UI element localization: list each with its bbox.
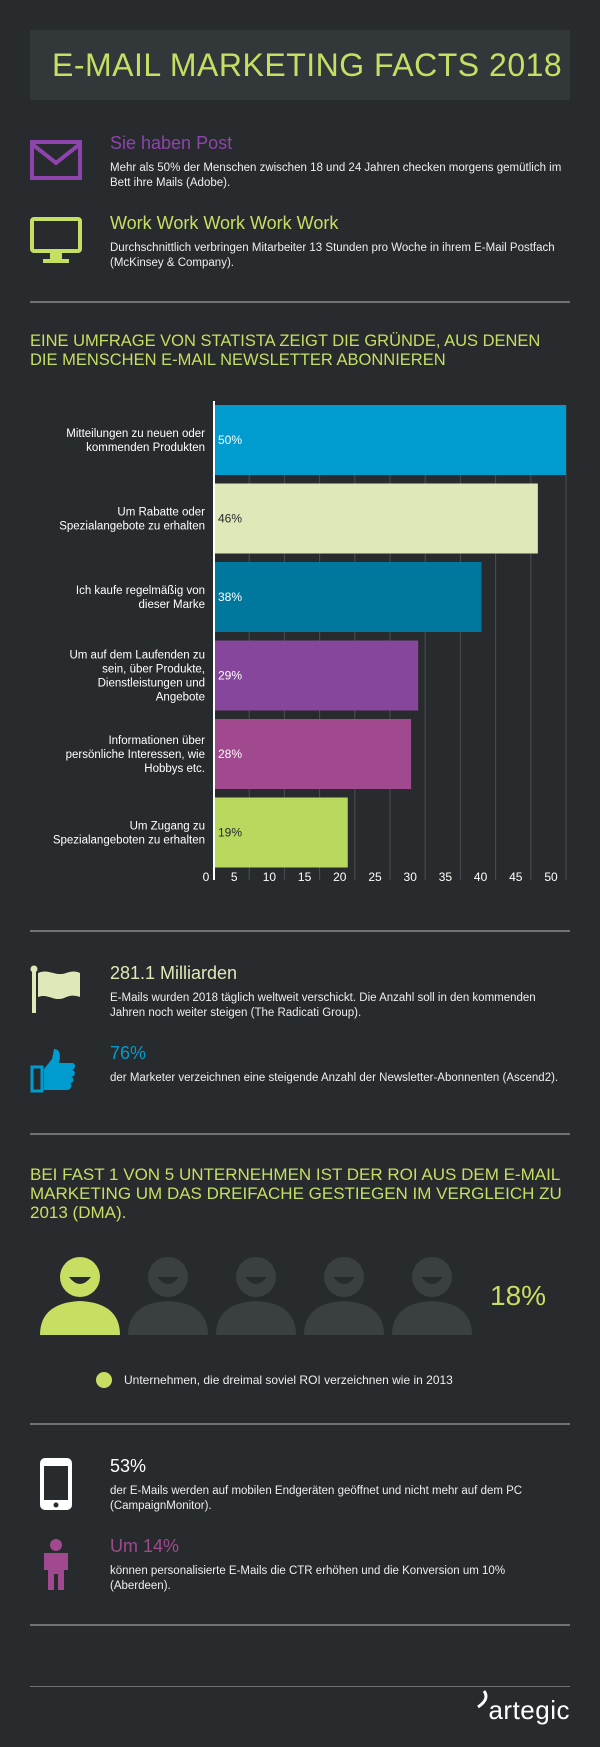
bar (214, 405, 566, 475)
x-tick-label: 15 (298, 870, 312, 884)
divider (30, 1423, 570, 1425)
envelope-icon (30, 140, 82, 180)
bar-value-label: 19% (218, 826, 242, 840)
category-label: Um Rabatte oder (117, 507, 205, 519)
page-title: E-MAIL MARKETING FACTS 2018 (52, 47, 563, 83)
bar (214, 797, 348, 868)
bar (214, 483, 538, 554)
x-tick-label: 50 (544, 870, 558, 884)
x-tick-label: 45 (509, 870, 523, 884)
category-label: Um Zugang zu (130, 821, 205, 833)
fact-text: Durchschnittlich verbringen Mitarbeiter … (110, 242, 555, 269)
title-banner: E-MAIL MARKETING FACTS 2018 (30, 30, 570, 100)
divider (30, 301, 570, 303)
x-tick-label: 5 (231, 870, 238, 884)
survey-bar-chart: 50% Mitteilungen zu neuen oder kommenden P… (53, 401, 567, 884)
person-icon (392, 1257, 472, 1335)
footer-divider (30, 1686, 570, 1687)
person-icon (128, 1257, 208, 1335)
category-label: kommenden Produkten (86, 442, 205, 454)
legend-dot-icon (96, 1372, 112, 1388)
x-tick-label: 10 (263, 870, 277, 884)
fact-heading: 281.1 Milliarden (110, 963, 238, 983)
brand-name: artegic (488, 1695, 570, 1725)
fact-heading: Sie haben Post (110, 133, 233, 153)
person-icon (304, 1257, 384, 1335)
category-label: Spezialangeboten zu erhalten (53, 835, 205, 847)
bar (214, 640, 419, 711)
bar-value-label: 50% (218, 433, 242, 447)
logo-swoosh-icon (477, 1690, 488, 1709)
category-label: sein, über Produkte, (102, 664, 205, 676)
roi-people-row (40, 1255, 480, 1335)
survey-title: EINE UMFRAGE VON STATISTA ZEIGT DIE GRÜN… (30, 332, 541, 369)
fact-text: können personalisierte E-Mails die CTR e… (110, 1565, 506, 1592)
category-label: Um auf dem Laufenden zu (69, 650, 205, 662)
smartphone-icon (40, 1458, 72, 1510)
fact-text: E-Mails wurden 2018 täglich weltweit ver… (110, 992, 536, 1019)
bar-value-label: 38% (218, 590, 242, 604)
x-tick-label: 25 (368, 870, 382, 884)
thumbs-up-icon (30, 1049, 75, 1093)
category-label: Ich kaufe regelmäßig von (76, 585, 205, 597)
person-highlight-icon (40, 1257, 120, 1335)
category-label: persönliche Interessen, wie (66, 749, 205, 761)
bar (214, 719, 412, 789)
fact-heading: Um 14% (110, 1536, 180, 1556)
fact-text: der E-Mails werden auf mobilen Endgeräte… (110, 1485, 523, 1512)
category-label: Dienstleistungen und (98, 678, 205, 690)
person-icon (216, 1257, 296, 1335)
person-icon (44, 1539, 68, 1590)
x-tick-label: 35 (439, 870, 453, 884)
fact-heading: 53% (110, 1456, 147, 1476)
x-tick-label: 20 (333, 870, 347, 884)
bar-value-label: 29% (218, 669, 242, 683)
x-tick-label: 0 (203, 870, 210, 884)
x-tick-label: 40 (474, 870, 488, 884)
divider (30, 1133, 570, 1135)
fact-heading: 76% (110, 1043, 147, 1063)
category-label: Informationen über (108, 735, 205, 747)
fact-text: Mehr als 50% der Menschen zwischen 18 un… (110, 162, 562, 189)
bar-value-label: 46% (218, 512, 242, 526)
brand-logo: artegic (477, 1690, 570, 1726)
category-label: Spezialangebote zu erhalten (59, 521, 205, 533)
bar (214, 562, 482, 632)
category-label: Hobbys etc. (144, 763, 205, 775)
fact-text: der Marketer verzeichnen eine steigende … (110, 1072, 559, 1084)
x-tick-label: 30 (404, 870, 418, 884)
category-label: dieser Marke (139, 599, 205, 611)
roi-title: BEI FAST 1 VON 5 UNTERNEHMEN IST DER ROI… (30, 1165, 562, 1222)
legend-text: Unternehmen, die dreimal soviel ROI verz… (124, 1373, 453, 1387)
bar-value-label: 28% (218, 747, 242, 761)
monitor-icon (30, 217, 82, 263)
fact-heading: Work Work Work Work Work (110, 213, 339, 233)
category-label: Angebote (156, 692, 205, 704)
divider (30, 1624, 570, 1626)
roi-percent: 18% (490, 1280, 547, 1311)
flag-icon (30, 965, 80, 1013)
divider (30, 930, 570, 932)
category-label: Mitteilungen zu neuen oder (66, 428, 205, 440)
